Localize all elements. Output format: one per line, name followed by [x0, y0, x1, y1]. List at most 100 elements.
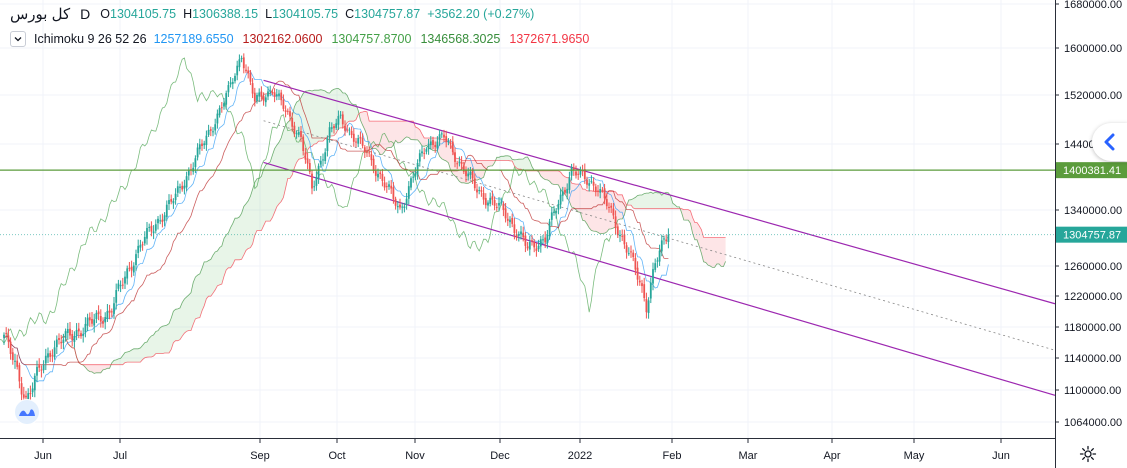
candle-body: [139, 244, 142, 248]
candle-body: [491, 196, 494, 200]
candle-body: [423, 152, 426, 154]
price-axis[interactable]: 1680000.001600000.001520000.001440000.00…: [1055, 0, 1127, 468]
candle-body: [108, 310, 111, 313]
candle-body: [282, 99, 285, 109]
time-tick-label: Nov: [405, 450, 425, 462]
candle-body: [553, 211, 555, 213]
candle-body: [247, 70, 250, 74]
time-axis[interactable]: Jun Jul Sep Oct Nov Dec 2022 Feb Mar Apr May Jun: [0, 438, 1055, 463]
scroll-to-realtime-button[interactable]: [1092, 123, 1127, 161]
candle-body: [284, 110, 287, 112]
candle-body: [146, 228, 148, 239]
price-tick-label: 1140000.00: [1064, 353, 1121, 365]
candle-body: [601, 189, 604, 191]
candle-body: [187, 170, 190, 176]
price-tick-label: 1100000.00: [1064, 385, 1121, 397]
candle-body: [344, 125, 346, 131]
candle-body: [163, 215, 166, 221]
candle-body: [605, 199, 608, 207]
candle-body: [253, 92, 256, 102]
candle-body: [438, 134, 441, 141]
candle-body: [179, 186, 181, 188]
time-tick-label: Jun: [34, 450, 52, 462]
candle-body: [493, 199, 496, 206]
time-tick-label: Mar: [739, 450, 758, 462]
candle-body: [271, 91, 274, 94]
candle-body: [566, 188, 569, 194]
candle-body: [130, 266, 133, 271]
candle-body: [212, 131, 214, 133]
candle-body: [216, 113, 219, 124]
candle-body: [53, 347, 56, 358]
candle-body: [227, 85, 230, 93]
candle-body: [154, 224, 157, 231]
cloud-bearish: [538, 170, 629, 234]
indicator-value-chikou: 1304757.8700: [331, 32, 412, 46]
horizontal-level-label[interactable]: 1400381.41: [1063, 165, 1121, 177]
candle-body: [297, 132, 300, 135]
candle-body: [157, 218, 159, 224]
candle-body: [575, 171, 577, 176]
candle-body: [60, 341, 63, 344]
candle-body: [110, 311, 113, 313]
candle-body: [460, 161, 463, 165]
candle-body: [447, 141, 450, 143]
candle-body: [458, 161, 461, 163]
candle-body: [599, 188, 602, 193]
candle-body: [218, 108, 221, 116]
channel-mid-line[interactable]: [263, 120, 1056, 351]
candle-body: [432, 140, 434, 145]
candle-body: [313, 186, 316, 188]
candle-body: [590, 181, 593, 183]
candle-body: [487, 202, 489, 206]
candle-body: [201, 143, 203, 147]
candle-body: [608, 207, 610, 209]
candle-body: [489, 197, 492, 204]
candle-body: [148, 226, 151, 228]
candle-body: [31, 388, 34, 393]
candle-body: [205, 135, 208, 146]
candle-body: [176, 186, 179, 193]
candle-body: [630, 251, 632, 253]
candle-body: [73, 335, 76, 342]
last-price-label[interactable]: 1304757.87: [1063, 230, 1121, 242]
channel-upper-line[interactable]: [263, 79, 1056, 305]
indicator-name[interactable]: Ichimoku 9 26 52 26: [34, 32, 147, 46]
price-tick-label: 1680000.00: [1064, 0, 1122, 11]
chart-grid: [0, 0, 1055, 438]
candle-body: [561, 191, 564, 196]
candle-body: [302, 136, 305, 151]
candle-body: [229, 82, 232, 85]
tradingview-logo-icon[interactable]: [14, 399, 40, 425]
candle-body: [42, 364, 45, 371]
candle-body: [427, 143, 430, 150]
candle-body: [75, 330, 78, 336]
cloud-bullish: [111, 88, 361, 365]
candle-body: [262, 96, 265, 101]
price-tick-label: 1260000.00: [1064, 261, 1122, 273]
candle-body: [546, 234, 549, 244]
price-tick-label: 1180000.00: [1064, 322, 1121, 334]
candle-body: [388, 184, 390, 187]
candle-body: [102, 321, 104, 324]
gear-icon[interactable]: [1078, 444, 1098, 464]
candle-body: [273, 92, 276, 97]
candle-body: [91, 318, 93, 324]
candle-body: [478, 189, 481, 191]
symbol-name[interactable]: کل بورس: [10, 6, 71, 23]
candle-body: [579, 169, 582, 175]
high-key: H: [183, 7, 193, 21]
candle-body: [577, 173, 580, 175]
chevron-down-icon[interactable]: [10, 31, 26, 47]
candle-body: [500, 202, 503, 204]
price-tick-label: 1600000.00: [1064, 43, 1122, 55]
candle-body: [22, 394, 25, 398]
candle-body: [504, 208, 507, 219]
candle-body: [377, 173, 379, 178]
price-tick-label: 1520000.00: [1064, 90, 1122, 102]
horizontal-lines[interactable]: [0, 169, 1055, 236]
candle-body: [225, 93, 228, 105]
chikou-span-line: [0, 57, 612, 345]
interval-label[interactable]: D: [80, 6, 91, 22]
